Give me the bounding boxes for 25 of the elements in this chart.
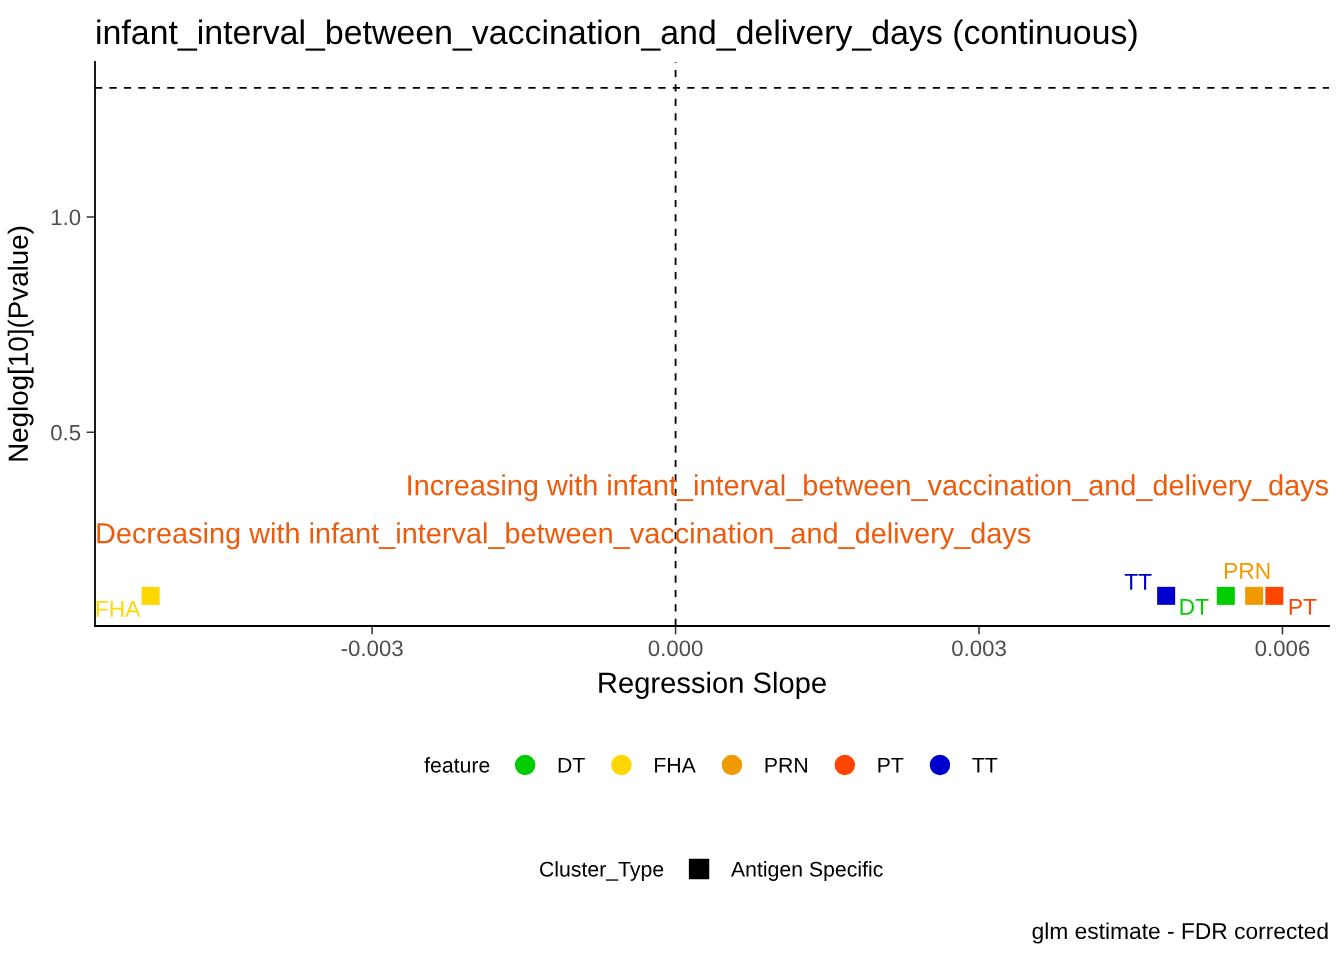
text: FHA (96, 601, 141, 617)
chart-title: infant_interval_between_vaccination_and_delivery_days (continuous) (97, 19, 1137, 51)
x-tick-label: 0.000 (648, 640, 703, 657)
text: Cluster_Type (540, 861, 664, 881)
legend-title: feature (424, 757, 490, 773)
x-tick-label: 0.006 (1255, 640, 1310, 657)
x-tick-label: 0.003 (952, 640, 1006, 657)
legend-label: TT (972, 757, 998, 773)
annotation: Decreasing with infant_interval_between_vaccination_and_delivery_days (97, 522, 1031, 550)
text: TT (1124, 574, 1152, 590)
text: glm estimate - FDR corrected (1032, 922, 1328, 944)
legend-label: FHA (655, 757, 696, 773)
text: Antigen Specific (730, 861, 883, 881)
y-tick-label: 0.5 (51, 424, 81, 441)
x-axis-title: Regression Slope (599, 671, 826, 699)
legend-label: PRN (765, 757, 807, 773)
text: PT (1289, 599, 1317, 615)
text: PRN (1224, 563, 1270, 579)
text: DT (1180, 599, 1209, 615)
annotation: Increasing with infant_interval_between_vaccination_and_delivery_days (408, 474, 1329, 502)
legend-label: DT (558, 757, 585, 773)
x-tick-label: -0.003 (341, 640, 403, 657)
y-axis-title: Neglog[10](Pvalue) (7, 226, 34, 461)
legend-label: PT (878, 757, 904, 773)
y-tick-label: 1.0 (51, 209, 81, 226)
